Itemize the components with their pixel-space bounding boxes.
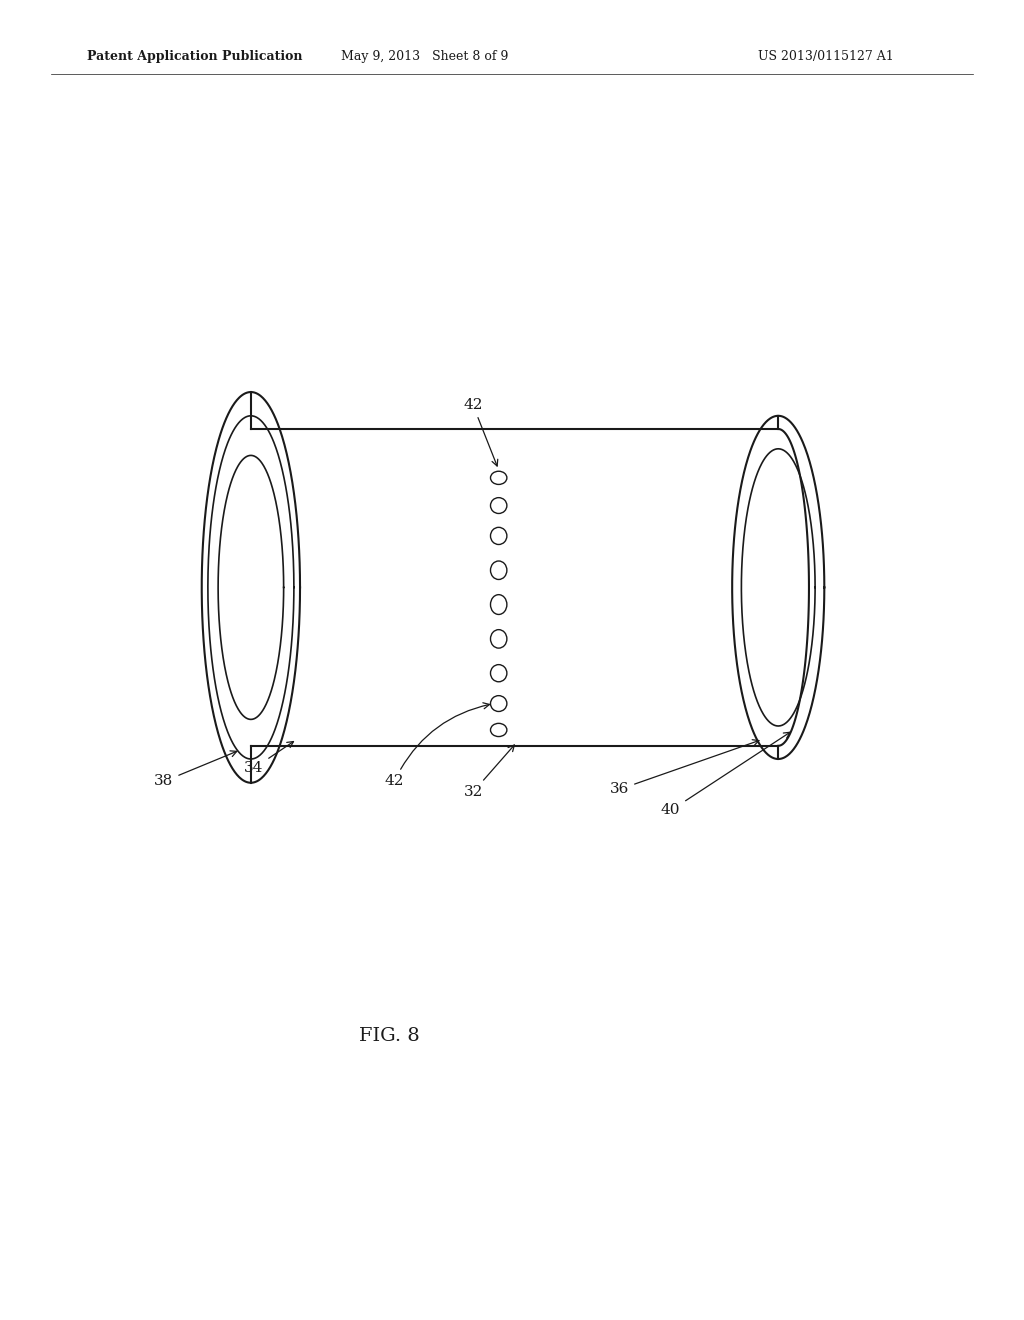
Text: 38: 38 <box>155 751 237 788</box>
Text: 40: 40 <box>660 733 791 817</box>
Text: 36: 36 <box>610 739 759 796</box>
Text: 42: 42 <box>463 399 498 466</box>
Text: 42: 42 <box>384 702 489 788</box>
Text: May 9, 2013   Sheet 8 of 9: May 9, 2013 Sheet 8 of 9 <box>341 50 509 63</box>
Text: 32: 32 <box>464 744 514 799</box>
Text: US 2013/0115127 A1: US 2013/0115127 A1 <box>758 50 894 63</box>
Text: 34: 34 <box>245 742 294 775</box>
Text: Patent Application Publication: Patent Application Publication <box>87 50 302 63</box>
Text: FIG. 8: FIG. 8 <box>358 1027 420 1045</box>
